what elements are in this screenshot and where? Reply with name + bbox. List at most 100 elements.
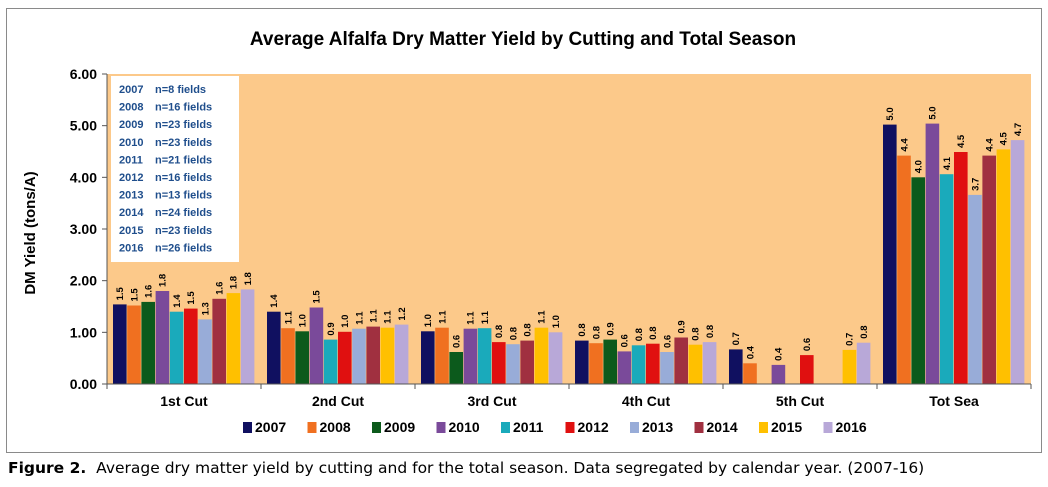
bar-2012-5th-cut <box>800 355 814 384</box>
annotation-year: 2010 <box>119 137 143 149</box>
bar-2011-tot-sea <box>939 174 954 384</box>
data-label: 0.6 <box>452 335 463 348</box>
bar-2015-2nd-cut <box>380 327 395 384</box>
bar-2016-5th-cut <box>856 342 871 384</box>
x-tick-label: 4th Cut <box>622 393 671 409</box>
bar-2016-4th-cut <box>702 342 717 384</box>
data-label: 1.3 <box>200 302 211 315</box>
bar-2012-1st-cut <box>184 308 198 384</box>
data-label: 0.8 <box>577 323 588 336</box>
y-tick-label: 1.00 <box>70 324 97 340</box>
data-label: 0.8 <box>634 328 645 341</box>
bar-2015-4th-cut <box>688 344 703 384</box>
bar-2015-5th-cut <box>842 349 857 384</box>
data-label: 1.1 <box>480 310 491 324</box>
data-label: 3.7 <box>970 178 981 191</box>
data-label: 1.6 <box>215 282 226 295</box>
bar-2013-tot-sea <box>968 194 982 384</box>
legend-label-2013: 2013 <box>642 419 673 435</box>
bar-2010-tot-sea <box>925 123 940 384</box>
legend-label-2016: 2016 <box>836 419 867 435</box>
data-label: 0.6 <box>620 334 631 347</box>
bar-2013-2nd-cut <box>352 328 366 384</box>
bar-chart: Average Alfalfa Dry Matter Yield by Cutt… <box>22 29 1032 435</box>
bar-2012-2nd-cut <box>338 331 352 384</box>
chart-title: Average Alfalfa Dry Matter Yield by Cutt… <box>250 29 796 50</box>
annotation-fields: n=21 fields <box>155 154 212 166</box>
y-tick-label: 0.00 <box>70 376 97 392</box>
data-label: 5.0 <box>928 106 939 119</box>
bar-2010-3rd-cut <box>463 328 478 384</box>
bar-2014-3rd-cut <box>520 340 534 384</box>
legend-swatch-2016 <box>823 422 833 433</box>
legend-swatch-2007 <box>243 422 252 433</box>
data-label: 0.6 <box>662 335 673 348</box>
data-label: 0.9 <box>326 322 337 335</box>
data-label: 1.1 <box>354 311 365 325</box>
data-label: 0.7 <box>845 333 856 346</box>
annotation-fields: n=23 fields <box>155 137 212 149</box>
x-tick-label: Tot Sea <box>929 393 979 409</box>
bar-2007-2nd-cut <box>267 311 281 384</box>
legend-swatch-2011 <box>501 422 510 433</box>
data-label: 1.0 <box>340 315 351 328</box>
legend-label-2010: 2010 <box>449 419 480 435</box>
bar-2010-5th-cut <box>771 364 786 384</box>
data-label: 1.0 <box>423 314 434 327</box>
bar-2014-4th-cut <box>674 337 688 384</box>
legend-label-2009: 2009 <box>384 419 415 435</box>
legend-swatch-2015 <box>759 422 768 433</box>
chart-frame: Average Alfalfa Dry Matter Yield by Cutt… <box>6 8 1042 453</box>
bar-2007-tot-sea <box>883 124 897 384</box>
x-tick-label: 3rd Cut <box>468 393 517 409</box>
data-label: 1.6 <box>144 285 155 298</box>
annotation-year: 2013 <box>119 190 143 202</box>
bar-2007-5th-cut <box>729 349 743 384</box>
bar-2013-4th-cut <box>660 352 674 384</box>
bar-2010-1st-cut <box>155 291 170 384</box>
data-label: 1.2 <box>397 307 408 320</box>
bar-2012-3rd-cut <box>492 342 506 384</box>
bar-2008-5th-cut <box>743 363 757 384</box>
annotation-year: 2007 <box>119 84 143 96</box>
x-tick-label: 1st Cut <box>160 393 208 409</box>
plot-area <box>107 74 1031 384</box>
data-label: 0.8 <box>591 326 602 339</box>
legend-label-2008: 2008 <box>320 419 351 435</box>
bar-2007-1st-cut <box>113 304 127 384</box>
data-label: 0.8 <box>691 327 702 340</box>
bar-2011-4th-cut <box>631 345 646 385</box>
data-label: 0.8 <box>648 326 659 339</box>
bar-2012-tot-sea <box>954 152 968 384</box>
data-label: 1.4 <box>172 294 183 308</box>
data-label: 4.5 <box>956 134 967 148</box>
legend-swatch-2014 <box>694 422 704 433</box>
bar-2013-1st-cut <box>198 319 212 384</box>
annotation-box <box>111 76 239 262</box>
y-tick-label: 5.00 <box>70 118 97 134</box>
annotation-fields: n=23 fields <box>155 119 212 131</box>
annotation-fields: n=23 fields <box>155 225 212 237</box>
data-label: 4.7 <box>1013 123 1024 136</box>
data-label: 1.5 <box>115 286 126 300</box>
data-label: 0.8 <box>523 323 534 336</box>
y-tick-label: 3.00 <box>70 221 97 237</box>
legend-label-2015: 2015 <box>771 419 802 435</box>
data-label: 1.8 <box>229 276 240 289</box>
bar-2009-1st-cut <box>141 301 155 384</box>
y-axis-label: DM Yield (tons/A) <box>22 171 39 294</box>
data-label: 1.5 <box>129 288 140 302</box>
bar-2009-2nd-cut <box>295 331 309 384</box>
data-label: 0.6 <box>802 338 813 351</box>
data-label: 4.1 <box>942 156 953 170</box>
bar-2013-3rd-cut <box>506 344 520 384</box>
bar-2009-3rd-cut <box>449 352 463 384</box>
data-label: 1.1 <box>383 310 394 324</box>
bar-2014-2nd-cut <box>366 326 380 384</box>
bar-2007-3rd-cut <box>421 331 435 384</box>
data-label: 1.1 <box>466 311 477 325</box>
annotation-year: 2012 <box>119 172 143 184</box>
bar-2009-4th-cut <box>603 339 617 384</box>
data-label: 4.4 <box>899 138 910 152</box>
bar-2014-1st-cut <box>212 298 226 385</box>
